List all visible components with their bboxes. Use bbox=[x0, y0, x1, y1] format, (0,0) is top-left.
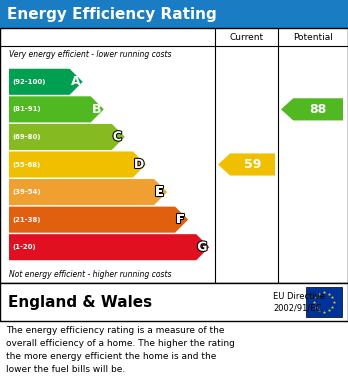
Text: (55-68): (55-68) bbox=[12, 161, 40, 167]
Polygon shape bbox=[9, 179, 167, 205]
Text: Energy Efficiency Rating: Energy Efficiency Rating bbox=[7, 7, 217, 22]
Text: (21-38): (21-38) bbox=[12, 217, 40, 222]
Bar bbox=[0, 283, 348, 321]
Text: E: E bbox=[155, 186, 164, 199]
Text: Potential: Potential bbox=[293, 32, 333, 41]
Text: (39-54): (39-54) bbox=[12, 189, 41, 195]
Text: Very energy efficient - lower running costs: Very energy efficient - lower running co… bbox=[9, 50, 172, 59]
Polygon shape bbox=[218, 153, 275, 176]
Polygon shape bbox=[9, 206, 188, 233]
Polygon shape bbox=[9, 124, 125, 150]
Text: 88: 88 bbox=[309, 103, 327, 116]
Bar bbox=[0, 28, 348, 283]
Text: 59: 59 bbox=[244, 158, 261, 171]
Text: B: B bbox=[92, 103, 101, 116]
Bar bbox=[306, 287, 342, 317]
Text: C: C bbox=[113, 131, 122, 143]
Text: (92-100): (92-100) bbox=[12, 79, 45, 85]
Text: Current: Current bbox=[229, 32, 263, 41]
Polygon shape bbox=[9, 234, 209, 260]
Polygon shape bbox=[9, 96, 104, 122]
Bar bbox=[0, 0, 348, 28]
Polygon shape bbox=[9, 151, 146, 178]
Text: (1-20): (1-20) bbox=[12, 244, 35, 250]
Text: (81-91): (81-91) bbox=[12, 106, 41, 112]
Text: D: D bbox=[134, 158, 144, 171]
Text: A: A bbox=[71, 75, 80, 88]
Text: The energy efficiency rating is a measure of the
overall efficiency of a home. T: The energy efficiency rating is a measur… bbox=[6, 326, 235, 373]
Text: Not energy efficient - higher running costs: Not energy efficient - higher running co… bbox=[9, 270, 172, 279]
Text: (69-80): (69-80) bbox=[12, 134, 40, 140]
Text: EU Directive
2002/91/EC: EU Directive 2002/91/EC bbox=[273, 292, 325, 312]
Polygon shape bbox=[9, 69, 83, 95]
Text: England & Wales: England & Wales bbox=[8, 294, 152, 310]
Text: G: G bbox=[197, 241, 207, 254]
Text: F: F bbox=[176, 213, 185, 226]
Polygon shape bbox=[281, 98, 343, 120]
